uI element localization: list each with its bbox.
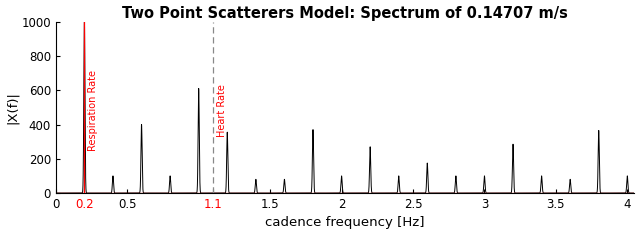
X-axis label: cadence frequency [Hz]: cadence frequency [Hz] <box>266 216 425 229</box>
Y-axis label: |X(f)|: |X(f)| <box>6 91 19 124</box>
Title: Two Point Scatterers Model: Spectrum of 0.14707 m/s: Two Point Scatterers Model: Spectrum of … <box>122 6 568 20</box>
Text: Heart Rate: Heart Rate <box>216 84 227 137</box>
Text: Respiration Rate: Respiration Rate <box>88 70 98 151</box>
